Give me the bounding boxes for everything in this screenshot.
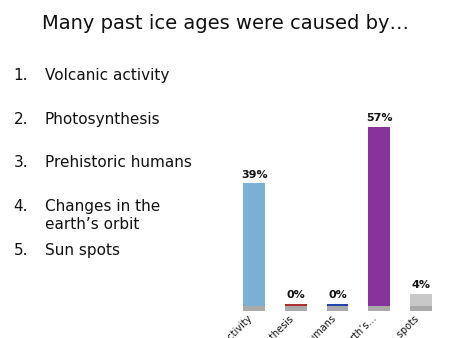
- Text: 5.: 5.: [14, 243, 28, 258]
- Text: 4.: 4.: [14, 199, 28, 214]
- Bar: [410, 294, 432, 306]
- Text: Prehistoric humans: Prehistoric humans: [45, 155, 192, 170]
- Text: Photosynthesis: Photosynthesis: [45, 112, 161, 126]
- Bar: [368, 306, 390, 311]
- Bar: [327, 306, 348, 311]
- Text: 39%: 39%: [241, 170, 268, 179]
- Text: 3.: 3.: [14, 155, 28, 170]
- Bar: [243, 183, 265, 306]
- Text: Changes in the
earth’s orbit: Changes in the earth’s orbit: [45, 199, 160, 232]
- Bar: [285, 306, 307, 311]
- Text: 4%: 4%: [411, 280, 430, 290]
- Text: 57%: 57%: [366, 113, 392, 123]
- Text: 0%: 0%: [328, 290, 347, 300]
- Bar: [368, 127, 390, 306]
- Bar: [327, 304, 348, 306]
- Text: Volcanic activity: Volcanic activity: [45, 68, 169, 82]
- Text: 1.: 1.: [14, 68, 28, 82]
- Text: 2.: 2.: [14, 112, 28, 126]
- Bar: [243, 306, 265, 311]
- Text: Many past ice ages were caused by…: Many past ice ages were caused by…: [41, 14, 409, 32]
- Text: Sun spots: Sun spots: [45, 243, 120, 258]
- Text: 0%: 0%: [287, 290, 305, 300]
- Bar: [285, 304, 307, 306]
- Bar: [410, 306, 432, 311]
